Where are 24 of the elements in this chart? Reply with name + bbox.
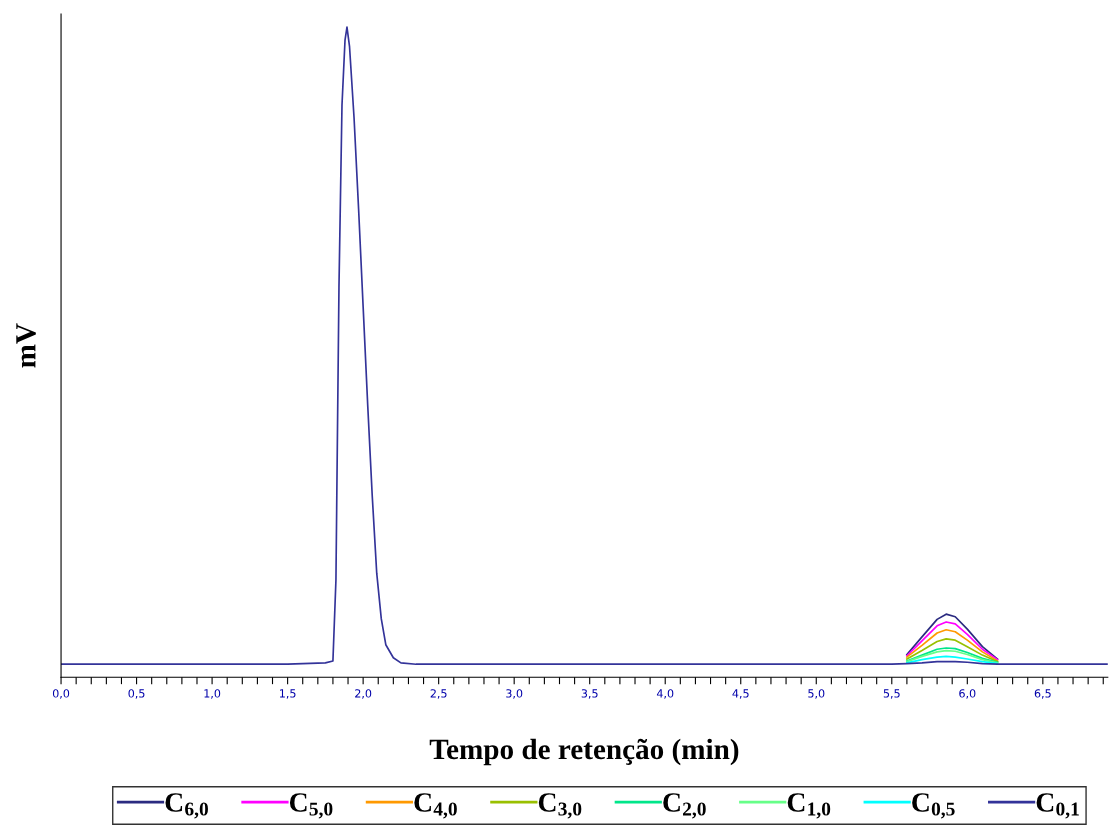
y-axis-title: mV xyxy=(16,323,36,368)
legend-label: C$_{4,0}$ xyxy=(414,793,457,819)
legend-label: C$_{1,0}$ xyxy=(787,793,831,819)
legend-label: C$_{2,0}$ xyxy=(663,793,706,819)
legend-label: C$_{5,0}$ xyxy=(289,793,333,819)
x-axis-title: Tempo de retenção (min) xyxy=(429,738,739,766)
x-tick-label: 6,0 xyxy=(959,689,976,699)
x-tick-label: 5,0 xyxy=(808,689,825,699)
x-tick-label: 0,5 xyxy=(128,689,145,699)
legend-label: C$_{0,1}$ xyxy=(1036,793,1079,819)
legend-label: C$_{6,0}$ xyxy=(165,793,208,819)
x-tick-label: 4,5 xyxy=(732,689,749,699)
x-tick-label: 4,0 xyxy=(656,689,674,699)
x-tick-label: 2,0 xyxy=(355,689,372,699)
x-tick-label: 0,0 xyxy=(52,689,70,699)
legend-label: C$_{3,0}$ xyxy=(538,793,582,819)
x-tick-label: 1,5 xyxy=(280,689,296,699)
x-tick-label: 3,5 xyxy=(581,689,598,699)
x-tick-label: 2,5 xyxy=(430,689,447,699)
legend-label: C$_{0,5}$ xyxy=(912,793,955,819)
x-tick-label: 1,0 xyxy=(204,689,221,699)
x-tick-label: 6,5 xyxy=(1034,689,1051,699)
x-tick-label: 3,0 xyxy=(506,689,523,699)
x-tick-label: 5,5 xyxy=(883,689,900,699)
